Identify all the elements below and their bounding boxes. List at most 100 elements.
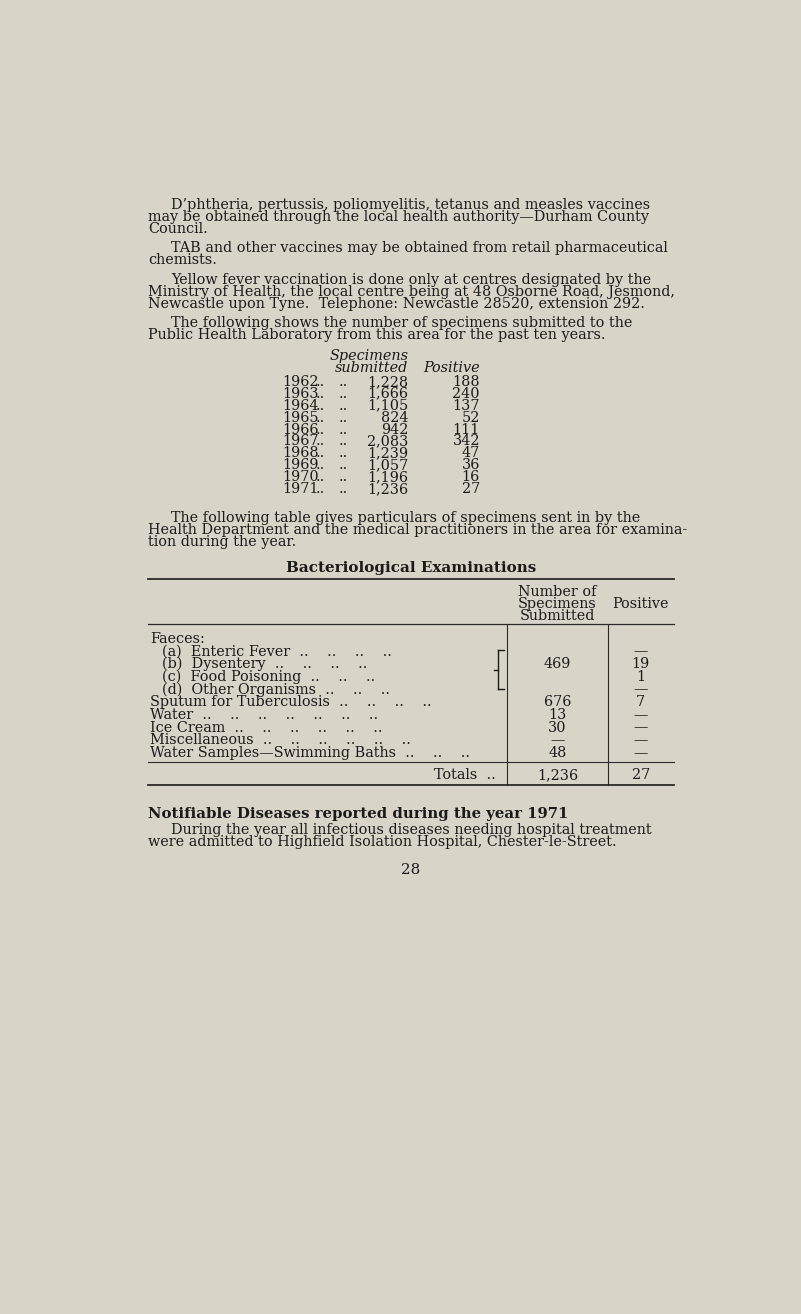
Text: ..: .. [316, 386, 325, 401]
Text: Positive: Positive [613, 597, 669, 611]
Text: 52: 52 [461, 411, 480, 424]
Text: 47: 47 [461, 447, 480, 460]
Text: 1,666: 1,666 [368, 386, 409, 401]
Text: Water  ..    ..    ..    ..    ..    ..    ..: Water .. .. .. .. .. .. .. [150, 708, 378, 721]
Text: Ministry of Health, the local centre being at 48 Osborne Road, Jesmond,: Ministry of Health, the local centre bei… [148, 285, 675, 298]
Text: 469: 469 [544, 657, 571, 671]
Text: (d)  Other Organisms  ..    ..    ..: (d) Other Organisms .. .. .. [162, 682, 390, 696]
Text: Positive: Positive [423, 361, 480, 376]
Text: (c)  Food Poisoning  ..    ..    ..: (c) Food Poisoning .. .. .. [162, 670, 376, 685]
Text: Notifiable Diseases reported during the year 1971: Notifiable Diseases reported during the … [148, 807, 569, 821]
Text: 137: 137 [453, 398, 480, 413]
Text: 1,228: 1,228 [368, 374, 409, 389]
Text: ..: .. [316, 411, 325, 424]
Text: ..: .. [339, 435, 348, 448]
Text: —: — [634, 644, 648, 658]
Text: ..: .. [316, 470, 325, 485]
Text: —: — [634, 708, 648, 721]
Text: ..: .. [316, 482, 325, 497]
Text: 942: 942 [381, 423, 409, 436]
Text: Sputum for Tuberculosis  ..    ..    ..    ..: Sputum for Tuberculosis .. .. .. .. [150, 695, 432, 710]
Text: Specimens: Specimens [518, 597, 597, 611]
Text: 19: 19 [631, 657, 650, 671]
Text: Council.: Council. [148, 222, 208, 235]
Text: 111: 111 [453, 423, 480, 436]
Text: ..: .. [316, 423, 325, 436]
Text: 1,236: 1,236 [368, 482, 409, 497]
Text: —: — [634, 682, 648, 696]
Text: 1969: 1969 [282, 459, 319, 472]
Text: ..: .. [316, 435, 325, 448]
Text: ..: .. [339, 386, 348, 401]
Text: Water Samples—Swimming Baths  ..    ..    ..: Water Samples—Swimming Baths .. .. .. [150, 746, 469, 759]
Text: ..: .. [316, 398, 325, 413]
Text: 1963: 1963 [282, 386, 319, 401]
Text: 1,196: 1,196 [368, 470, 409, 485]
Text: 342: 342 [453, 435, 480, 448]
Text: 30: 30 [548, 720, 566, 735]
Text: Bacteriological Examinations: Bacteriological Examinations [286, 561, 536, 574]
Text: ..: .. [339, 459, 348, 472]
Text: were admitted to Highfield Isolation Hospital, Chester-le-Street.: were admitted to Highfield Isolation Hos… [148, 834, 617, 849]
Text: 16: 16 [461, 470, 480, 485]
Text: 824: 824 [381, 411, 409, 424]
Text: 1,057: 1,057 [368, 459, 409, 472]
Text: 1971: 1971 [282, 482, 319, 497]
Text: (a)  Enteric Fever  ..    ..    ..    ..: (a) Enteric Fever .. .. .. .. [162, 644, 392, 658]
Text: ..: .. [339, 470, 348, 485]
Text: chemists.: chemists. [148, 254, 217, 267]
Text: 1970: 1970 [282, 470, 319, 485]
Text: 1: 1 [636, 670, 646, 683]
Text: 28: 28 [401, 863, 421, 878]
Text: Ice Cream  ..    ..    ..    ..    ..    ..: Ice Cream .. .. .. .. .. .. [150, 720, 382, 735]
Text: —: — [550, 733, 565, 748]
Text: TAB and other vaccines may be obtained from retail pharmaceutical: TAB and other vaccines may be obtained f… [171, 242, 668, 255]
Text: 1,236: 1,236 [537, 767, 578, 782]
Text: During the year all infectious diseases needing hospital treatment: During the year all infectious diseases … [171, 823, 652, 837]
Text: Yellow fever vaccination is done only at centres designated by the: Yellow fever vaccination is done only at… [171, 273, 651, 286]
Text: D’phtheria, pertussis, poliomyelitis, tetanus and measles vaccines: D’phtheria, pertussis, poliomyelitis, te… [171, 197, 650, 212]
Text: Miscellaneous  ..    ..    ..    ..    ..    ..: Miscellaneous .. .. .. .. .. .. [150, 733, 411, 748]
Text: 1967: 1967 [282, 435, 319, 448]
Text: ..: .. [316, 374, 325, 389]
Text: —: — [634, 733, 648, 748]
Text: 13: 13 [548, 708, 566, 721]
Text: ..: .. [339, 374, 348, 389]
Text: —: — [634, 746, 648, 759]
Text: ..: .. [339, 398, 348, 413]
Text: 240: 240 [453, 386, 480, 401]
Text: Newcastle upon Tyne.  Telephone: Newcastle 28520, extension 292.: Newcastle upon Tyne. Telephone: Newcastl… [148, 297, 645, 310]
Text: may be obtained through the local health authority—Durham County: may be obtained through the local health… [148, 210, 649, 223]
Text: 1968: 1968 [282, 447, 319, 460]
Text: 7: 7 [636, 695, 646, 710]
Text: 1965: 1965 [282, 411, 319, 424]
Text: 27: 27 [631, 767, 650, 782]
Text: Health Department and the medical practitioners in the area for examina-: Health Department and the medical practi… [148, 523, 687, 537]
Text: (b)  Dysentery  ..    ..    ..    ..: (b) Dysentery .. .. .. .. [162, 657, 368, 671]
Text: —: — [634, 720, 648, 735]
Text: 48: 48 [548, 746, 566, 759]
Text: ..: .. [339, 423, 348, 436]
Text: Totals  ..: Totals .. [433, 767, 495, 782]
Text: 27: 27 [461, 482, 480, 497]
Text: 1,239: 1,239 [368, 447, 409, 460]
Text: ..: .. [339, 482, 348, 497]
Text: ..: .. [339, 447, 348, 460]
Text: Faeces:: Faeces: [150, 632, 204, 645]
Text: 36: 36 [461, 459, 480, 472]
Text: 1,105: 1,105 [368, 398, 409, 413]
Text: tion during the year.: tion during the year. [148, 535, 296, 549]
Text: Number of: Number of [518, 585, 597, 599]
Text: ..: .. [316, 447, 325, 460]
Text: ..: .. [316, 459, 325, 472]
Text: 2,083: 2,083 [367, 435, 409, 448]
Text: submitted: submitted [335, 361, 409, 376]
Text: 1964: 1964 [282, 398, 319, 413]
Text: 676: 676 [544, 695, 571, 710]
Text: The following table gives particulars of specimens sent in by the: The following table gives particulars of… [171, 511, 641, 526]
Text: Submitted: Submitted [520, 608, 595, 623]
Text: Specimens: Specimens [329, 350, 409, 364]
Text: 1962: 1962 [282, 374, 319, 389]
Text: 188: 188 [453, 374, 480, 389]
Text: 1966: 1966 [282, 423, 319, 436]
